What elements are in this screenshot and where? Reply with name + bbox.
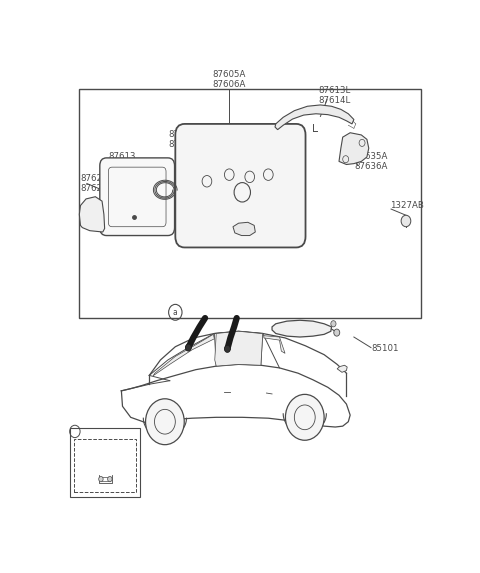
Text: 87621B
87621C: 87621B 87621C <box>81 174 114 193</box>
Circle shape <box>145 399 184 445</box>
Circle shape <box>334 329 340 336</box>
FancyBboxPatch shape <box>175 124 305 248</box>
Polygon shape <box>233 222 255 236</box>
Polygon shape <box>275 105 354 129</box>
Text: 87613
87623C: 87613 87623C <box>103 152 136 171</box>
Text: 87617
87618: 87617 87618 <box>168 129 196 149</box>
Polygon shape <box>339 133 369 164</box>
Bar <box>79 89 421 318</box>
Text: 1327AB: 1327AB <box>390 201 424 210</box>
Circle shape <box>99 476 103 482</box>
Text: 85101: 85101 <box>372 344 399 354</box>
Polygon shape <box>264 336 285 354</box>
Polygon shape <box>79 197 105 232</box>
Circle shape <box>401 215 411 227</box>
Polygon shape <box>272 320 332 337</box>
Polygon shape <box>215 331 263 366</box>
Circle shape <box>286 394 324 440</box>
FancyBboxPatch shape <box>100 158 175 236</box>
Text: 96985B: 96985B <box>89 455 122 464</box>
Text: 87614B
87624D: 87614B 87624D <box>272 187 306 206</box>
Text: 87613L
87614L: 87613L 87614L <box>319 85 351 105</box>
Bar <box>71 429 140 497</box>
Text: a: a <box>72 427 77 436</box>
Polygon shape <box>337 365 347 372</box>
Bar <box>74 439 136 492</box>
Polygon shape <box>153 335 215 376</box>
Text: 87635A
87636A: 87635A 87636A <box>354 152 387 171</box>
Text: a: a <box>173 308 178 317</box>
Circle shape <box>108 476 112 482</box>
Circle shape <box>185 344 192 351</box>
Circle shape <box>331 321 336 327</box>
Text: 87605A
87606A: 87605A 87606A <box>213 70 246 89</box>
Circle shape <box>225 346 230 352</box>
Text: (ONLY LH): (ONLY LH) <box>84 445 127 454</box>
